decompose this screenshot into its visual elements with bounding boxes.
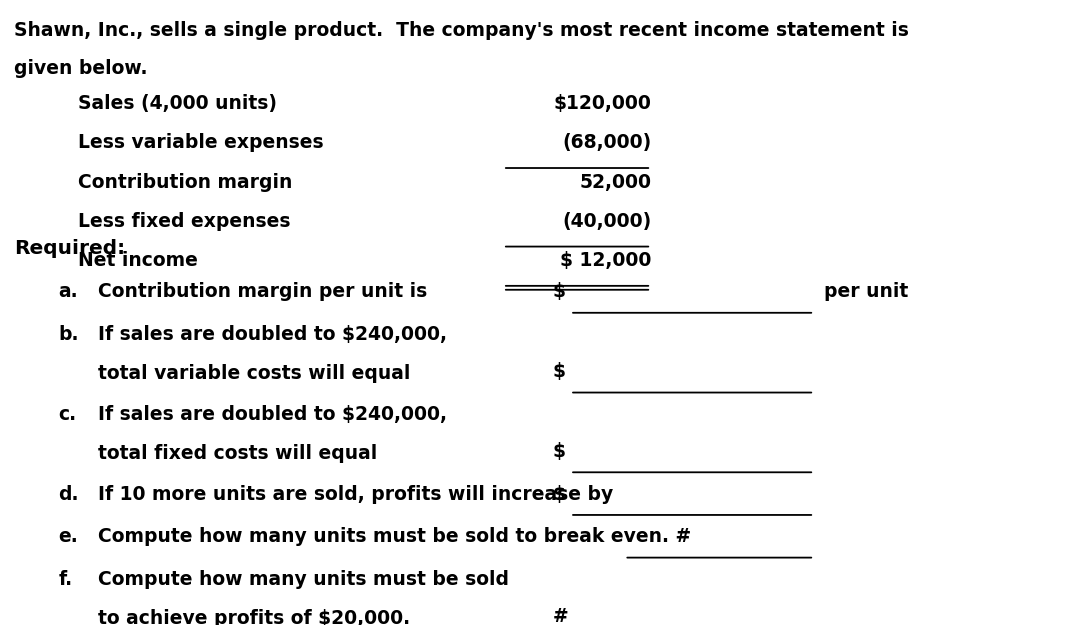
Text: b.: b. (59, 325, 79, 344)
Text: Less fixed expenses: Less fixed expenses (78, 212, 291, 231)
Text: If 10 more units are sold, profits will increase by: If 10 more units are sold, profits will … (98, 484, 613, 504)
Text: f.: f. (59, 570, 73, 589)
Text: $: $ (552, 362, 565, 381)
Text: Compute how many units must be sold to break even. #: Compute how many units must be sold to b… (98, 528, 691, 546)
Text: given below.: given below. (14, 59, 148, 78)
Text: total fixed costs will equal: total fixed costs will equal (98, 444, 378, 462)
Text: Required:: Required: (14, 239, 125, 258)
Text: $ 12,000: $ 12,000 (560, 251, 652, 270)
Text: (40,000): (40,000) (562, 212, 652, 231)
Text: Less variable expenses: Less variable expenses (78, 134, 324, 152)
Text: Net income: Net income (78, 251, 198, 270)
Text: per unit: per unit (824, 282, 908, 301)
Text: Shawn, Inc., sells a single product.  The company's most recent income statement: Shawn, Inc., sells a single product. The… (14, 21, 908, 39)
Text: $120,000: $120,000 (553, 94, 652, 113)
Text: Contribution margin per unit is: Contribution margin per unit is (98, 282, 427, 301)
Text: e.: e. (59, 528, 78, 546)
Text: $: $ (552, 442, 565, 461)
Text: a.: a. (59, 282, 78, 301)
Text: $: $ (552, 484, 565, 504)
Text: d.: d. (59, 484, 79, 504)
Text: total variable costs will equal: total variable costs will equal (98, 364, 411, 383)
Text: 52,000: 52,000 (579, 173, 652, 192)
Text: Sales (4,000 units): Sales (4,000 units) (78, 94, 277, 113)
Text: Contribution margin: Contribution margin (78, 173, 292, 192)
Text: to achieve profits of $20,000.: to achieve profits of $20,000. (98, 609, 410, 625)
Text: (68,000): (68,000) (562, 134, 652, 152)
Text: #: # (552, 607, 568, 625)
Text: c.: c. (59, 405, 77, 424)
Text: $: $ (552, 282, 565, 301)
Text: If sales are doubled to $240,000,: If sales are doubled to $240,000, (98, 405, 447, 424)
Text: If sales are doubled to $240,000,: If sales are doubled to $240,000, (98, 325, 447, 344)
Text: Compute how many units must be sold: Compute how many units must be sold (98, 570, 509, 589)
